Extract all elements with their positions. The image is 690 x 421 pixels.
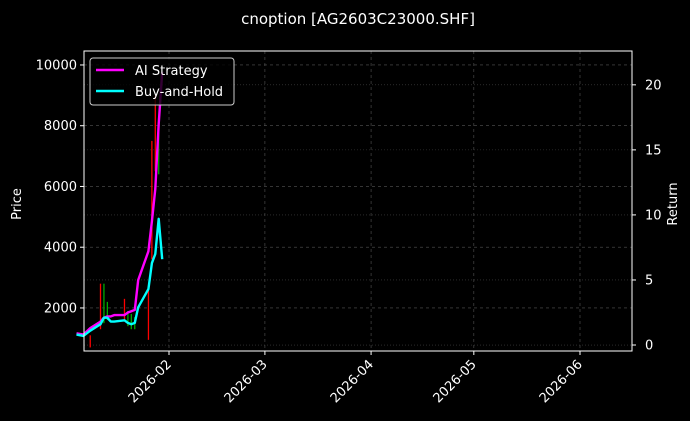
y-axis-right: 0 5 10 15 20 xyxy=(632,78,662,354)
legend-label: Buy-and-Hold xyxy=(135,85,223,100)
y-tick-label: 2000 xyxy=(44,301,77,316)
grid xyxy=(84,51,632,351)
y-tick-label: 4000 xyxy=(44,241,77,256)
y-axis-label-right: Return xyxy=(666,182,681,225)
line-ai-strategy xyxy=(76,71,164,336)
y-tick-label-right: 15 xyxy=(645,143,662,158)
series-lines xyxy=(76,71,164,338)
y-axis-label-left: Price xyxy=(10,188,25,220)
y-tick-label: 10000 xyxy=(36,58,77,73)
legend-box xyxy=(89,57,235,106)
plot-frame xyxy=(83,50,633,352)
x-tick-label: 2026-04 xyxy=(328,357,377,406)
y-tick-label-right: 10 xyxy=(645,208,662,223)
legend-item-buy-and-hold: Buy-and-Hold xyxy=(96,85,223,100)
y-axis-left: 2000 4000 6000 8000 10000 xyxy=(36,58,84,316)
candlesticks xyxy=(89,95,160,348)
x-tick-label: 2026-03 xyxy=(222,357,271,406)
chart-title: cnoption [AG2603C23000.SHF] xyxy=(241,10,475,28)
y-tick-label-right: 5 xyxy=(645,273,653,288)
legend: AI Strategy Buy-and-Hold xyxy=(89,57,235,106)
x-tick-label: 2026-06 xyxy=(537,357,586,406)
x-tick-label: 2026-02 xyxy=(126,357,175,406)
y-tick-label-right: 20 xyxy=(645,78,662,93)
x-tick-label: 2026-05 xyxy=(431,357,480,406)
legend-label: AI Strategy xyxy=(135,64,208,79)
line-buy-and-hold xyxy=(76,217,164,338)
legend-item-ai-strategy: AI Strategy xyxy=(96,64,208,79)
y-tick-label: 6000 xyxy=(44,180,77,195)
x-axis: 2026-02 2026-03 2026-04 2026-05 2026-06 xyxy=(126,351,586,406)
y-tick-label: 8000 xyxy=(44,119,77,134)
y-tick-label-right: 0 xyxy=(645,339,653,354)
